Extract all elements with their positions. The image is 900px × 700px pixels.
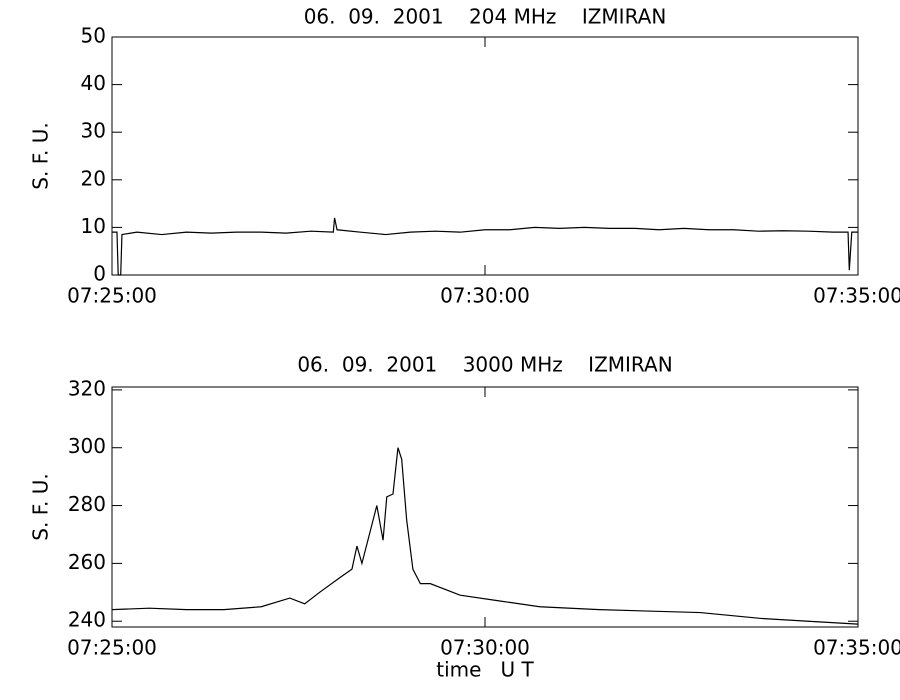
y-tick-label: 30 [81, 119, 106, 143]
plot-frame [111, 386, 859, 628]
y-tick-label: 300 [68, 434, 106, 458]
y-tick-label: 10 [81, 214, 106, 238]
x-tick-label: 07:35:00 [813, 636, 900, 660]
y-tick-label: 0 [93, 262, 106, 286]
x-tick-label: 07:35:00 [813, 284, 900, 308]
y-axis-label: S. F. U. [29, 122, 53, 189]
y-tick-label: 280 [68, 492, 106, 516]
y-tick-label: 20 [81, 166, 106, 190]
plot-frame [111, 36, 859, 276]
x-tick-label: 07:25:00 [67, 636, 157, 660]
data-line [111, 447, 859, 625]
x-tick-label: 07:30:00 [440, 636, 530, 660]
chart-title: 06. 09. 2001 204 MHz IZMIRAN [304, 5, 667, 29]
y-tick-label: 240 [68, 608, 106, 632]
x-tick-label: 07:30:00 [440, 284, 530, 308]
y-tick-label: 40 [81, 71, 106, 95]
y-tick-label: 50 [81, 24, 106, 48]
y-tick-label: 320 [68, 376, 106, 400]
y-axis-label: S. F. U. [29, 473, 53, 540]
y-tick-label: 260 [68, 550, 106, 574]
x-tick-label: 07:25:00 [67, 284, 157, 308]
data-line [112, 217, 858, 276]
chart-title: 06. 09. 2001 3000 MHz IZMIRAN [297, 353, 672, 377]
x-axis-label: time U T [436, 658, 534, 682]
